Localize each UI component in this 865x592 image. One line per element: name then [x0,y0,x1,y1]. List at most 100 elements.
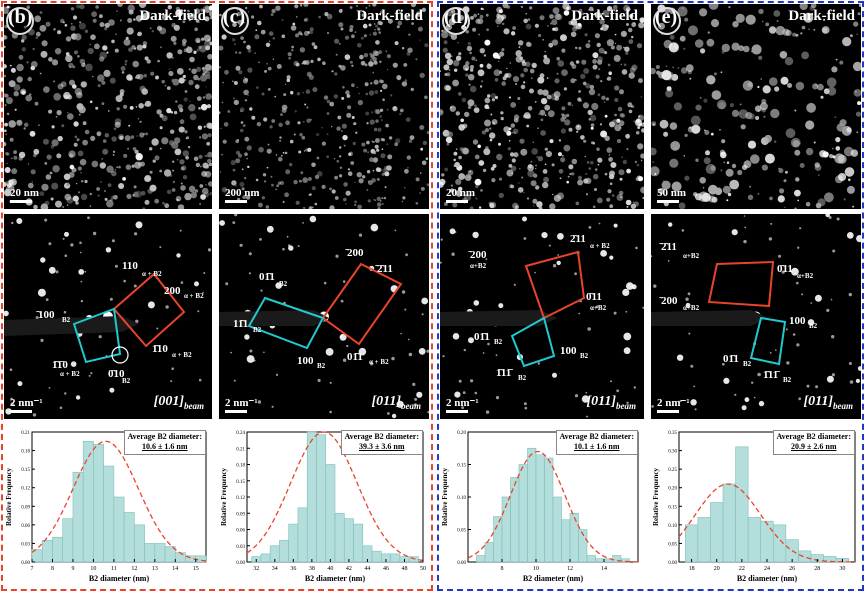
precipitate-dot [239,107,245,112]
precipitate-dot [399,108,404,113]
diffraction-spot [495,354,498,357]
precipitate-dot [594,33,600,39]
diffraction-spot [123,279,126,283]
precipitate-dot [708,184,718,195]
precipitate-dot [635,131,640,135]
precipitate-dot [4,93,8,98]
label-11-1-sub: B2 [253,326,262,334]
precipitate-dot [455,189,463,197]
precipitate-dot [174,148,182,156]
histogram-bar [518,464,528,563]
precipitate-dot [775,25,785,36]
precipitate-dot [625,199,632,206]
diffraction-spot [40,338,44,342]
precipitate-dot [80,81,88,88]
precipitate-dot [141,15,146,20]
diffraction-spot [88,374,91,377]
precipitate-dot [489,138,493,142]
diffraction-spot [651,405,654,408]
precipitate-dot [588,6,594,12]
precipitate-dot [293,60,299,66]
precipitate-dot [539,109,546,116]
precipitate-dot [695,158,699,162]
precipitate-dot [568,164,574,170]
precipitate-dot [235,185,237,187]
precipitate-dot [394,41,399,46]
precipitate-dot [550,22,552,25]
y-tick-label: 0.35 [668,431,677,436]
precipitate-dot [74,33,82,41]
precipitate-dot [611,194,615,197]
precipitate-dot [322,61,326,65]
precipitate-dot [651,166,660,177]
saed-panel-b: 110 α + B2 200 α + B2 ̄100 B2 1̄1̄0 α + … [4,214,212,419]
precipitate-dot [348,152,352,156]
precipitate-dot [449,105,456,112]
precipitate-dot [758,55,763,60]
diffraction-spot [203,272,206,274]
precipitate-dot [614,42,617,45]
x-axis-label: B2 diameter (nm) [523,574,584,583]
precipitate-dot [44,162,48,165]
histogram-bar [544,457,554,563]
diffraction-spot [482,352,485,354]
precipitate-dot [101,158,104,160]
label-011-sub: α+B2 [590,304,607,312]
precipitate-dot [446,58,453,66]
precipitate-dot [79,4,85,10]
label-200: ̄200 [659,295,678,307]
precipitate-dot [312,206,314,208]
precipitate-dot [133,185,137,189]
histogram-bar [103,465,115,563]
precipitate-dot [631,35,634,39]
diffraction-spot [246,355,255,363]
precipitate-dot [207,158,212,164]
precipitate-dot [374,108,380,114]
precipitate-dot [628,72,635,79]
precipitate-dot [600,80,603,83]
label-200: 200 [164,285,181,297]
precipitate-dot [512,76,520,83]
precipitate-dot [631,106,633,108]
x-tick-label: 18 [689,566,695,572]
precipitate-dot [369,52,372,56]
precipitate-dot [126,27,134,35]
precipitate-dot [116,10,118,12]
precipitate-dot [336,159,340,163]
precipitate-dot [201,170,208,177]
precipitate-dot [104,197,108,201]
precipitate-dot [618,120,625,127]
precipitate-dot [554,78,560,84]
diffraction-spot [753,396,756,399]
precipitate-dot [853,89,861,97]
precipitate-dot [472,139,479,145]
precipitate-dot [9,64,12,67]
gaussian-fit-curve [31,440,207,562]
y-tick-label: 0.30 [668,450,677,455]
precipitate-dot [627,102,633,108]
precipitate-dot [77,166,82,171]
dark-field-image [651,4,861,209]
precipitate-dot [679,35,686,42]
precipitate-dot [424,95,428,100]
precipitate-dot [125,36,129,40]
precipitate-dot [355,4,359,8]
x-axis-label: B2 diameter (nm) [305,574,366,583]
precipitate-dot [166,52,173,59]
precipitate-dot [637,126,641,129]
precipitate-dot [583,139,587,143]
precipitate-dot [111,170,117,177]
y-tick-label: 0.05 [668,542,677,547]
diffraction-spot [9,368,13,371]
scale-bar: 2 nm⁻¹ [446,396,479,413]
precipitate-dot [636,163,640,167]
precipitate-dot [527,106,533,111]
precipitate-dot [154,155,160,161]
diffraction-spot [133,284,137,288]
precipitate-dot [464,174,472,182]
x-tick-label: 14 [601,566,607,572]
precipitate-dot [846,127,852,133]
precipitate-dot [80,172,82,174]
y-tick-label: 0.15 [21,468,30,473]
diffraction-spot [626,401,629,404]
